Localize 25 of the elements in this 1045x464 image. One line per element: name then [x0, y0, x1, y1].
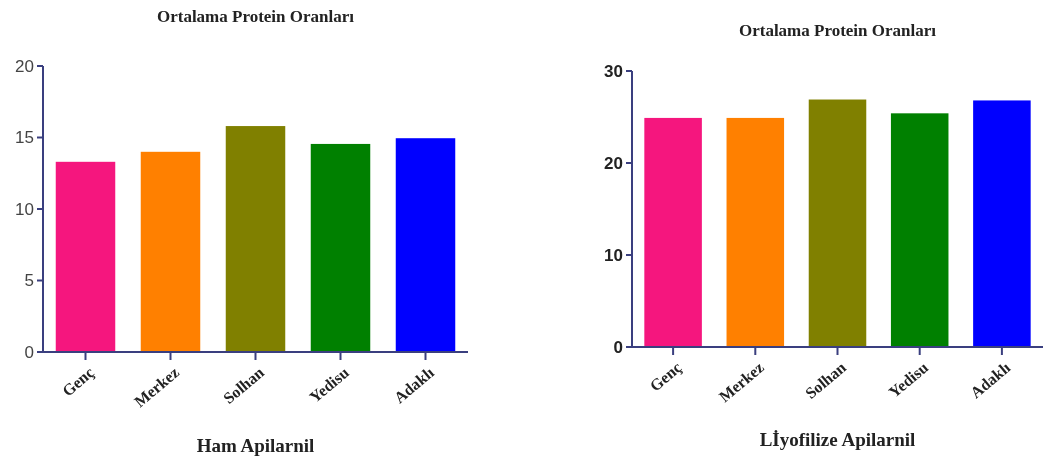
chart-title: Ortalama Protein Oranları [156, 7, 355, 26]
bar [55, 161, 116, 352]
bar [310, 143, 371, 352]
bar [808, 99, 867, 347]
y-tick-label: 5 [24, 271, 34, 291]
bar [395, 138, 456, 352]
x-tick-label: Genç [646, 358, 686, 396]
bar [973, 100, 1031, 347]
y-tick-label: 30 [604, 61, 623, 81]
bar [140, 151, 201, 352]
y-tick-label: 20 [604, 153, 623, 173]
x-axis-title: Ham Apilarnil [196, 435, 315, 456]
x-tick-label: Genç [58, 363, 98, 401]
y-tick-label: 10 [604, 245, 623, 265]
y-tick-label: 15 [15, 128, 34, 148]
bar [890, 113, 949, 347]
bar [726, 117, 785, 347]
y-tick-label: 10 [15, 199, 34, 219]
bar [644, 117, 702, 347]
chart-title: Ortalama Protein Oranları [738, 21, 937, 40]
x-axis-title: Lİyofilize Apilarnil [759, 429, 916, 450]
y-tick-label: 0 [613, 337, 623, 357]
y-tick-label: 0 [24, 342, 34, 362]
bar [225, 126, 286, 352]
y-tick-label: 20 [15, 56, 34, 76]
